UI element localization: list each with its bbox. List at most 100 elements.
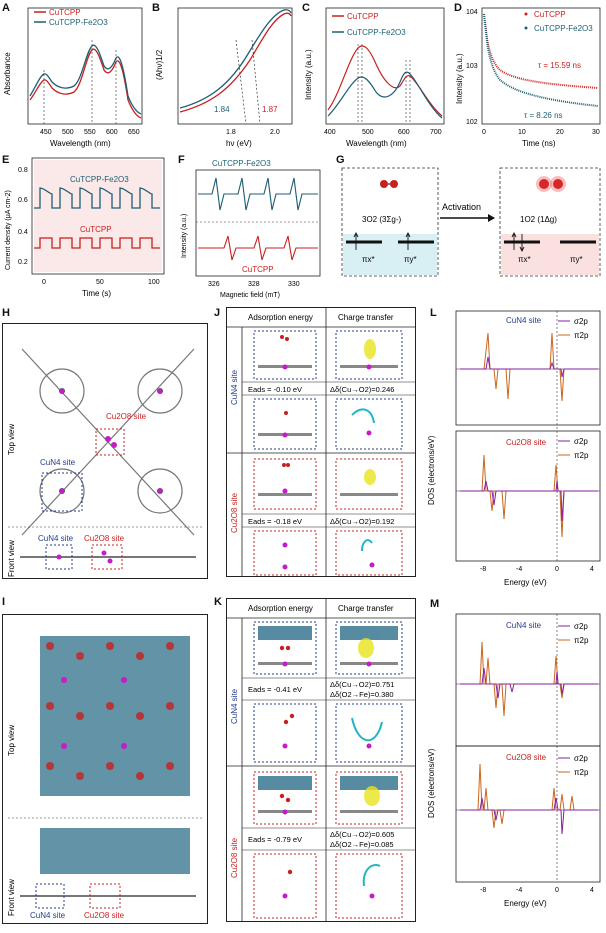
- absorbance-chart: CuTCPP CuTCPP-Fe2O3 Absorbance 450 500 5…: [3, 7, 143, 148]
- y-axis-label: Intensity (a.u.): [304, 49, 313, 100]
- front-view-label: Front view: [7, 879, 16, 916]
- pl-chart: CuTCPP CuTCPP-Fe2O3 Intensity (a.u.) 400…: [304, 7, 445, 148]
- pi-y-label: πy*: [404, 255, 417, 264]
- structure-box-i: [2, 614, 208, 924]
- legend-cutcpp: CuTCPP: [49, 8, 81, 17]
- column-adsorption-energy: Adsorption energy: [248, 313, 313, 322]
- panel-a: A CuTCPP CuTCPP-Fe2O3 Absorbance 450 500…: [0, 0, 148, 152]
- panel-b: B 1.84 1.87 (Ahν)1/2 1.8 2.0 hν (eV): [150, 0, 300, 152]
- tick: -4: [516, 566, 522, 573]
- cu2o8-site-row-label: Cu2O8 site: [230, 492, 239, 533]
- cun4-site-row-label: CuN4 site: [230, 369, 239, 405]
- charge-transfer-value: Δδ(Cu→O2)=0.751: [330, 680, 394, 689]
- adsorption-energy-value: Eads = -0.79 eV: [248, 835, 302, 844]
- legend-pi: π2p: [574, 768, 589, 777]
- y-axis-label: DOS (electrons/eV): [427, 748, 436, 818]
- tick: 700: [430, 129, 442, 136]
- tick: 650: [128, 129, 140, 136]
- y-axis-label: (Ahν)1/2: [155, 49, 164, 80]
- charge-transfer-value: Δδ(Cu→O2)=0.192: [330, 517, 394, 526]
- column-charge-transfer: Charge transfer: [338, 604, 394, 613]
- series-label-cutcpp: CuTCPP: [242, 265, 274, 274]
- panel-k: K Adsorption energy Charge transfer CuN4…: [212, 596, 418, 926]
- x-axis-label: Magnetic field (mT): [220, 292, 280, 299]
- panel-label-b: B: [152, 2, 160, 14]
- tick: -8: [480, 887, 486, 894]
- panel-i: I Top view Front view CuN4 site Cu2O8 si…: [0, 596, 210, 926]
- tick: 20: [556, 129, 564, 136]
- dos-chart-m: CuN4 site Cu2O8 site σ2p π2p σ2p π2p DOS…: [427, 613, 601, 908]
- pi-x-label: πx*: [362, 255, 375, 264]
- x-axis-label: Time (s): [82, 289, 111, 298]
- panel-j: J Adsorption energy Charge transfer CuN4…: [212, 305, 418, 580]
- panel-l: L CuN4 site Cu2O8 site σ2p π2p σ2p π2p D…: [420, 305, 606, 590]
- tick: 0: [555, 887, 559, 894]
- front-view-label: Front view: [7, 540, 16, 577]
- panel-label-m: M: [430, 598, 440, 610]
- gap-value-2: 1.87: [262, 105, 278, 114]
- x-axis-label: hν (eV): [226, 139, 252, 148]
- tick: -4: [516, 887, 522, 894]
- tick: 500: [362, 129, 374, 136]
- mof-structure-i: Top view Front view CuN4 site Cu2O8 site: [7, 636, 204, 920]
- tick: 600: [106, 129, 118, 136]
- y-axis-label: Absorbance: [3, 52, 12, 95]
- cu2o8-site-row-label: Cu2O8 site: [230, 837, 239, 878]
- panel-label-j: J: [214, 307, 221, 319]
- cun4-site-label-front: CuN4 site: [38, 534, 74, 543]
- column-adsorption-energy: Adsorption energy: [248, 604, 313, 613]
- oxygen-activation-diagram: 3O2 (3Σg-) 1O2 (1Δg) πx* πy* πx* πy* Act…: [341, 167, 601, 277]
- tick: -8: [480, 566, 486, 573]
- charge-transfer-value: Δδ(O2→Fe)=0.085: [330, 840, 394, 849]
- tick: 104: [466, 9, 478, 16]
- x-axis-label: Time (ns): [522, 139, 556, 148]
- tick: 550: [84, 129, 96, 136]
- panel-h: H Cu2O8 site CuN4 site Top view Front vi…: [0, 305, 210, 580]
- y-axis-label: Current density (μA cm-2): [5, 190, 12, 270]
- x-axis-label: Energy (eV): [504, 899, 547, 908]
- panel-g: G 3O2 (3Σg-) 1O2 (1Δg) πx* πy* πx* πy* A…: [334, 150, 606, 280]
- adsorption-table-k: Adsorption energy Charge transfer CuN4 s…: [226, 598, 416, 922]
- tick: 4: [590, 887, 594, 894]
- cu2o8-site-label: Cu2O8 site: [84, 911, 125, 920]
- dos-site-label: CuN4 site: [506, 316, 542, 325]
- dos-site-label: CuN4 site: [506, 621, 542, 630]
- tick: 100: [148, 279, 160, 286]
- photocurrent-chart: CuTCPP-Fe2O3 CuTCPP 0.8 0.6 0.4 0.2 Curr…: [5, 157, 165, 298]
- adsorption-table-j: Adsorption energy Charge transfer CuN4 s…: [226, 307, 416, 577]
- legend-cutcpp-fe2o3: CuTCPP-Fe2O3: [49, 18, 108, 27]
- tick: 0.8: [18, 167, 28, 174]
- tick: 103: [466, 63, 478, 70]
- panel-label-k: K: [214, 596, 222, 608]
- legend-sigma: σ2p: [574, 754, 588, 763]
- tau-cutcpp: τ = 15.59 ns: [538, 61, 581, 70]
- legend-pi: π2p: [574, 636, 589, 645]
- tau-cutcpp-fe2o3: τ = 8.26 ns: [524, 111, 563, 120]
- tick: 50: [96, 279, 104, 286]
- legend-pi: π2p: [574, 331, 589, 340]
- tick: 4: [590, 566, 594, 573]
- legend-cutcpp: CuTCPP: [534, 10, 566, 19]
- top-view-label: Top view: [7, 424, 16, 455]
- series-label-fe2o3: CuTCPP-Fe2O3: [212, 159, 271, 168]
- panel-label-c: C: [302, 2, 310, 14]
- dos-chart-l: CuN4 site Cu2O8 site σ2p π2p σ2p π2p DOS…: [427, 310, 601, 587]
- panel-label-g: G: [336, 154, 345, 166]
- panel-label-d: D: [454, 2, 462, 14]
- pi-y-label: πy*: [570, 255, 583, 264]
- legend-cutcpp-fe2o3: CuTCPP-Fe2O3: [534, 24, 593, 33]
- panel-label-e: E: [2, 154, 10, 166]
- tick: 0.6: [18, 197, 28, 204]
- activation-label: Activation: [442, 202, 481, 212]
- trpl-chart: CuTCPP CuTCPP-Fe2O3 τ = 15.59 ns τ = 8.2…: [455, 7, 601, 148]
- panel-f: F CuTCPP-Fe2O3 CuTCPP Intensity (a.u.) 3…: [172, 150, 332, 300]
- structure-box-h: [2, 323, 208, 579]
- panel-d: D CuTCPP CuTCPP-Fe2O3 τ = 15.59 ns τ = 8…: [452, 0, 606, 152]
- tick: 0: [482, 129, 486, 136]
- panel-label-l: L: [430, 307, 437, 319]
- tick: 1.8: [226, 129, 236, 136]
- panel-c: C CuTCPP CuTCPP-Fe2O3 Intensity (a.u.) 4…: [300, 0, 450, 152]
- adsorption-energy-value: Eads = -0.10 eV: [248, 385, 302, 394]
- panel-label-i: I: [2, 596, 6, 608]
- panel-label-a: A: [2, 2, 10, 14]
